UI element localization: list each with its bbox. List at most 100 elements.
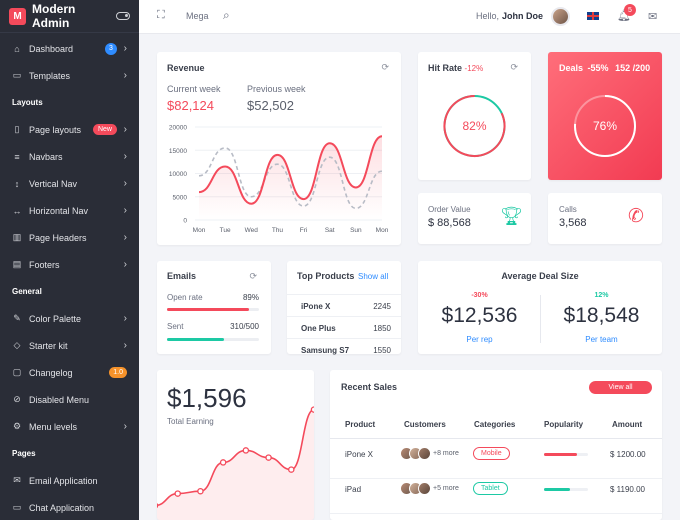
right-value: $18,548 (563, 304, 640, 327)
column-header: Customers (404, 420, 446, 429)
earning-point (310, 406, 314, 413)
mail-icon[interactable]: ✉ (648, 11, 658, 23)
column-header: Popularity (544, 420, 584, 429)
product-row: One Plus 1850 (287, 316, 401, 338)
sidebar-item-label: Email Application (29, 475, 98, 486)
sidebar-toggle-icon[interactable] (116, 12, 130, 20)
earning-label: Total Earning (167, 417, 214, 426)
trophy-icon: 🏆︎ (500, 206, 523, 226)
view-all-button[interactable]: View all (589, 381, 652, 394)
chevron-right-icon: › (123, 70, 127, 81)
more-customers[interactable]: +5 more (433, 485, 459, 492)
header-divider (330, 438, 662, 439)
sidebar-item-label: Navbars (29, 151, 63, 162)
column-header: Product (345, 420, 376, 429)
hit-rate-ring-progress (443, 95, 506, 157)
show-all-link[interactable]: Show all (358, 272, 389, 281)
sidebar-item-label: Vertical Nav (29, 178, 78, 189)
chevron-right-icon: › (123, 340, 127, 351)
recent-sales-card: Recent Sales View all Product Customers Ca… (330, 370, 662, 520)
category-pill: Tablet (473, 482, 508, 495)
deals-title: Deals (559, 63, 584, 73)
earning-card: $1,596 Total Earning (157, 370, 314, 520)
chevron-right-icon: › (123, 43, 127, 54)
more-customers[interactable]: +8 more (433, 450, 459, 457)
user-avatar[interactable] (551, 7, 570, 26)
fullscreen-icon[interactable]: ⛶ (157, 9, 165, 21)
sidebar-item-starter-kit[interactable]: ◇ Starter kit › (0, 332, 139, 359)
sidebar-item-changelog[interactable]: ▢ Changelog 1.0 (0, 359, 139, 386)
avatar (418, 447, 431, 460)
x-tick-label: Mon (193, 227, 206, 234)
revenue-chart: 20000 15000 10000 5000 0 Mon Tue Wed Thu Fri Sat Su… (169, 125, 389, 235)
sidebar-item-vertical-nav[interactable]: ↕ Vertical Nav › (0, 170, 139, 197)
brand-logo: M (9, 7, 26, 25)
refresh-icon[interactable]: ⟳ (510, 62, 518, 72)
open-rate-track (167, 308, 259, 311)
refresh-icon[interactable]: ⟳ (381, 62, 389, 72)
revenue-card: Revenue ⟳ Current week $82,124 Previous … (157, 52, 401, 245)
user-name[interactable]: John Doe (502, 11, 544, 21)
search-icon[interactable]: ⌕ (223, 8, 230, 22)
previous-week-line (198, 147, 383, 210)
earning-point (265, 454, 272, 461)
product-value: 2245 (373, 302, 391, 311)
mail-icon: ✉ (13, 475, 21, 485)
sidebar-item-dashboard[interactable]: ⌂ Dashboard 3 › (0, 35, 139, 62)
chevron-right-icon: › (123, 124, 127, 135)
product-row: Samsung S7 1550 (287, 338, 401, 360)
y-tick-label: 5000 (173, 194, 188, 201)
sidebar-item-page-headers[interactable]: ▥ Page Headers › (0, 224, 139, 251)
mega-menu-link[interactable]: Mega (186, 11, 209, 21)
header-icon: ▥ (12, 232, 22, 242)
sidebar-item-page-layouts[interactable]: ▯ Page layouts New › (0, 116, 139, 143)
deals-change: -55% (587, 63, 609, 73)
avatar (418, 482, 431, 495)
product-cell: iPone X (345, 450, 374, 459)
sidebar-item-footers[interactable]: ▤ Footers › (0, 251, 139, 278)
sidebar-item-templates[interactable]: ▭ Templates › (0, 62, 139, 89)
earning-value: $1,596 (167, 383, 247, 413)
deals-card: Deals -55% 152 /200 76% (548, 52, 662, 180)
deals-header: Deals -55% 152 /200 (559, 63, 650, 73)
sidebar-item-color-palette[interactable]: ✎ Color Palette › (0, 305, 139, 332)
amount-cell: $ 1190.00 (610, 485, 645, 494)
chevron-right-icon: › (123, 421, 127, 432)
settings-icon: ⚙ (12, 421, 22, 431)
sidebar-item-email-application[interactable]: ✉ Email Application (0, 467, 139, 494)
x-tick-label: Wed (245, 227, 259, 234)
order-value-label: Order Value (428, 205, 471, 214)
phone-icon: ✆ (628, 206, 644, 227)
sidebar-item-label: Menu levels (29, 421, 78, 432)
y-tick-label: 0 (183, 218, 187, 225)
sent-value: 310/500 (230, 322, 259, 331)
product-row: iPone X 2245 (287, 294, 401, 316)
refresh-icon[interactable]: ⟳ (249, 271, 257, 281)
earning-area (157, 409, 314, 520)
x-tick-label: Sun (350, 227, 362, 234)
sidebar-item-label: Horizontal Nav (29, 205, 89, 216)
sidebar-item-navbars[interactable]: ≡ Navbars › (0, 143, 139, 170)
table-row[interactable]: iPad +5 more Tablet $ 1190.00 (330, 479, 662, 514)
brand: M Modern Admin (0, 0, 139, 33)
previous-week-value: $52,502 (247, 98, 294, 113)
sidebar-item-label: Dashboard (29, 43, 74, 54)
sidebar-item-label: Color Palette (29, 313, 82, 324)
product-cell: iPad (345, 485, 362, 494)
topbar: ⛶ Mega ⌕ Hello, John Doe 🔔︎ 5 ✉ (139, 0, 680, 34)
column-header: Categories (474, 420, 516, 429)
customer-avatars: +5 more (400, 482, 459, 495)
flag-icon[interactable] (587, 12, 599, 20)
sidebar-item-horizontal-nav[interactable]: ↔ Horizontal Nav › (0, 197, 139, 224)
top-products-title: Top Products (297, 271, 355, 281)
version-badge: 1.0 (109, 367, 127, 378)
table-row[interactable]: iPone X +8 more Mobile $ 1200.00 (330, 444, 662, 479)
product-value: 1850 (373, 324, 391, 333)
chevron-right-icon: › (123, 178, 127, 189)
eye-off-icon: ⊘ (13, 394, 21, 404)
hit-rate-value: 82% (462, 119, 487, 133)
x-tick-label: Thu (272, 227, 284, 234)
sidebar-item-chat-application[interactable]: ▭ Chat Application (0, 494, 139, 520)
sidebar-item-menu-levels[interactable]: ⚙ Menu levels › (0, 413, 139, 440)
hit-rate-card: Hit Rate -12% ⟳ 82% (418, 52, 531, 180)
